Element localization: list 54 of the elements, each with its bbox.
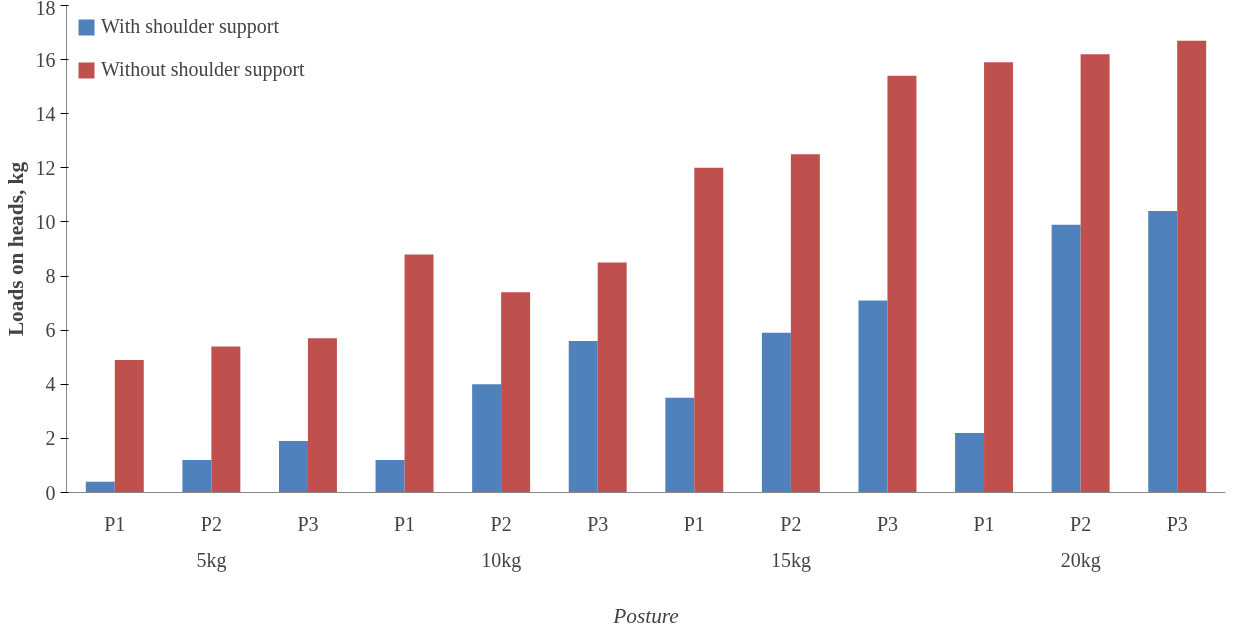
x-tick-label: P1 [104, 512, 126, 535]
bar [984, 62, 1014, 493]
bar [375, 460, 405, 493]
y-tick-label: 6 [45, 319, 56, 342]
y-axis-title: Loads on heads, kg [3, 161, 28, 337]
bar [211, 346, 241, 493]
bar [85, 481, 115, 493]
bar [1148, 211, 1178, 493]
y-tick-label: 2 [45, 427, 56, 450]
bar [597, 262, 627, 493]
x-tick-label: P3 [876, 512, 899, 535]
x-tick-label: P1 [973, 512, 995, 535]
bar [278, 441, 308, 493]
x-axis-title: Posture [612, 603, 679, 628]
bar [1177, 40, 1207, 493]
y-tick-label: 8 [45, 265, 56, 288]
text: 10kg [481, 548, 522, 572]
y-tick-label: 14 [35, 102, 56, 125]
bar [568, 340, 598, 493]
y-tick-label: 18 [35, 0, 56, 19]
y-tick-label: 16 [35, 48, 56, 71]
x-tick-label: P3 [1166, 512, 1188, 535]
y-tick-label: 10 [35, 210, 56, 233]
text: 20kg [1060, 548, 1101, 572]
bar [761, 332, 791, 493]
bar [501, 292, 531, 493]
x-tick-label: P2 [1070, 512, 1092, 535]
bar [114, 359, 144, 493]
x-tick-label: P1 [683, 512, 705, 535]
x-tick-label: P2 [780, 512, 802, 535]
x-tick-label: P2 [200, 512, 222, 535]
bar [472, 384, 502, 493]
x-tick-label: P1 [393, 512, 416, 535]
bar [955, 432, 985, 493]
bar [404, 254, 434, 493]
y-tick-label: 0 [45, 481, 56, 504]
bar [182, 460, 212, 493]
bar [694, 167, 724, 493]
x-tick-label: P3 [297, 512, 319, 535]
x-tick-label: P3 [587, 512, 609, 535]
bar [887, 75, 917, 493]
legend-label: Without shoulder support [101, 58, 305, 81]
bar [1051, 224, 1081, 493]
bar [1080, 54, 1110, 493]
text: 15kg [770, 548, 811, 572]
bar [665, 397, 695, 493]
bar [790, 154, 820, 493]
bar [858, 300, 888, 493]
legend-label: With shoulder support [101, 15, 280, 38]
y-tick-label: 4 [45, 373, 56, 396]
text: 5kg [196, 548, 227, 572]
x-tick-label: P2 [490, 512, 512, 535]
bar [307, 338, 337, 493]
y-tick-label: 12 [35, 156, 56, 179]
